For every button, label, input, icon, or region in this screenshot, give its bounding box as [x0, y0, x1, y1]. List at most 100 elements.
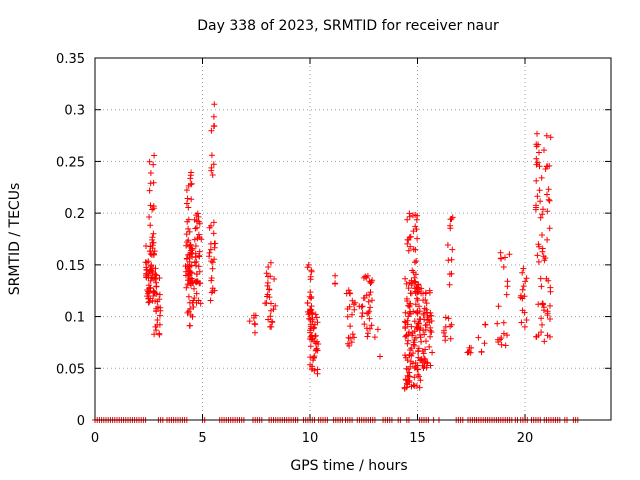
data-point [406, 310, 413, 317]
data-point [252, 329, 258, 336]
data-point [538, 174, 545, 181]
data-point [310, 324, 317, 331]
data-point [185, 204, 192, 211]
data-point [411, 342, 418, 349]
data-point [363, 274, 370, 281]
data-point [440, 329, 447, 336]
data-point [185, 182, 192, 189]
data-point [494, 320, 501, 327]
data-point [415, 371, 421, 378]
data-point [307, 323, 314, 330]
data-point [402, 354, 409, 361]
data-point [194, 278, 200, 284]
data-point [191, 285, 197, 292]
data-point [264, 291, 271, 298]
data-point [210, 230, 217, 237]
data-point [371, 334, 378, 341]
x-tick-label: 20 [517, 431, 534, 446]
data-point [547, 316, 553, 322]
data-point [448, 270, 455, 277]
data-point [410, 308, 417, 315]
data-point [541, 147, 547, 154]
data-point [411, 365, 418, 372]
data-point [193, 290, 200, 297]
data-point [365, 330, 371, 337]
data-point [183, 200, 190, 207]
data-point [408, 345, 415, 352]
y-tick-label: 0.2 [64, 207, 85, 222]
data-point [358, 303, 365, 310]
data-point [422, 290, 429, 297]
data-point [401, 384, 408, 391]
data-point [415, 320, 422, 327]
x-tick-label: 5 [198, 431, 206, 446]
data-point [147, 295, 154, 302]
data-point [412, 301, 419, 308]
data-point [184, 218, 191, 225]
data-point [521, 293, 528, 300]
data-point [504, 283, 511, 290]
data-point [271, 276, 278, 282]
data-point [152, 271, 159, 278]
data-point [426, 319, 433, 326]
data-point [332, 272, 339, 279]
data-point [426, 343, 433, 350]
data-point [147, 222, 154, 229]
data-point [403, 280, 410, 287]
data-point [416, 384, 423, 391]
data-point [193, 212, 200, 219]
data-point [533, 155, 540, 162]
data-point [377, 353, 383, 360]
data-point [422, 297, 429, 303]
data-point [523, 317, 530, 323]
data-point [145, 270, 152, 277]
data-point [494, 336, 501, 343]
data-point [366, 278, 373, 285]
data-point [153, 327, 160, 334]
data-point [308, 267, 315, 274]
data-point [502, 342, 509, 349]
data-point [311, 338, 318, 345]
data-point [305, 261, 312, 268]
y-tick-label: 0.3 [64, 104, 85, 119]
data-point [498, 255, 505, 262]
x-tick-label: 0 [91, 431, 99, 446]
data-point [405, 247, 412, 254]
data-point [411, 318, 418, 325]
data-point [427, 312, 434, 319]
data-point [208, 164, 215, 171]
data-point [424, 310, 430, 316]
data-point [187, 247, 194, 254]
data-point [252, 321, 259, 328]
data-point [413, 295, 420, 302]
data-point [447, 335, 454, 342]
data-point [423, 306, 430, 313]
data-point [506, 251, 513, 258]
data-point [147, 202, 154, 209]
data-point [426, 289, 433, 296]
data-point [442, 333, 449, 340]
data-point [541, 338, 548, 345]
data-point [481, 340, 488, 347]
data-point [147, 180, 154, 187]
data-point [187, 175, 194, 182]
data-point [519, 269, 526, 276]
data-point [189, 313, 196, 320]
y-tick-label: 0.35 [56, 52, 85, 67]
data-point [547, 333, 553, 340]
data-point [308, 303, 315, 310]
data-point [446, 281, 453, 288]
data-point [522, 278, 529, 285]
data-point [428, 329, 435, 336]
y-tick-label: 0.05 [56, 362, 85, 377]
data-point [533, 161, 540, 168]
data-point [418, 356, 425, 363]
data-point [412, 360, 419, 366]
data-point [150, 203, 157, 210]
data-point [518, 319, 525, 326]
data-point [545, 277, 552, 284]
data-point [313, 345, 320, 352]
data-point [537, 275, 544, 282]
data-point [536, 187, 543, 194]
data-point [183, 187, 190, 194]
